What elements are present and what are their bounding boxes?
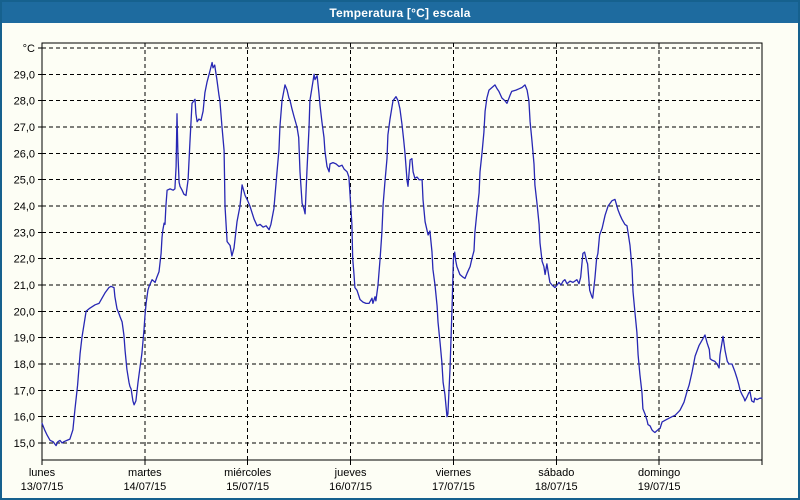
x-label-date-0: 13/07/15 <box>21 481 64 493</box>
y-tick-label-27: 27,0 <box>14 122 35 134</box>
y-tick-label-15: 15,0 <box>14 438 35 450</box>
plot-border <box>41 42 763 461</box>
x-label-weekday-0: lunes <box>29 467 56 479</box>
y-tick-label-28: 28,0 <box>14 96 35 108</box>
y-tick-label-17: 17,0 <box>14 385 35 397</box>
x-label-date-4: 17/07/15 <box>432 481 475 493</box>
x-label-weekday-6: domingo <box>638 467 680 479</box>
temperature-line <box>41 61 763 447</box>
x-label-date-3: 16/07/15 <box>329 481 372 493</box>
title-bar: Temperatura [°C] escala <box>2 2 798 23</box>
x-label-date-1: 14/07/15 <box>123 481 166 493</box>
window-title: Temperatura [°C] escala <box>329 5 471 20</box>
y-tick-label-22: 22,0 <box>14 254 35 266</box>
y-axis-unit-label: °C <box>23 43 35 55</box>
x-label-date-2: 15/07/15 <box>226 481 269 493</box>
y-tick-label-26: 26,0 <box>14 148 35 160</box>
y-tick-label-25: 25,0 <box>14 175 35 187</box>
y-tick-label-23: 23,0 <box>14 227 35 239</box>
y-tick-label-19: 19,0 <box>14 333 35 345</box>
x-label-date-6: 19/07/15 <box>638 481 681 493</box>
x-label-weekday-1: martes <box>128 467 162 479</box>
x-label-weekday-5: sábado <box>538 467 574 479</box>
y-tick-label-18: 18,0 <box>14 359 35 371</box>
x-label-weekday-3: jueves <box>334 467 367 479</box>
x-label-date-5: 18/07/15 <box>535 481 578 493</box>
y-tick-label-24: 24,0 <box>14 201 35 213</box>
y-tick-label-20: 20,0 <box>14 306 35 318</box>
x-label-weekday-2: miércoles <box>224 467 272 479</box>
y-tick-label-16: 16,0 <box>14 412 35 424</box>
y-tick-label-29: 29,0 <box>14 69 35 81</box>
x-label-weekday-4: viernes <box>436 467 472 479</box>
y-tick-label-21: 21,0 <box>14 280 35 292</box>
